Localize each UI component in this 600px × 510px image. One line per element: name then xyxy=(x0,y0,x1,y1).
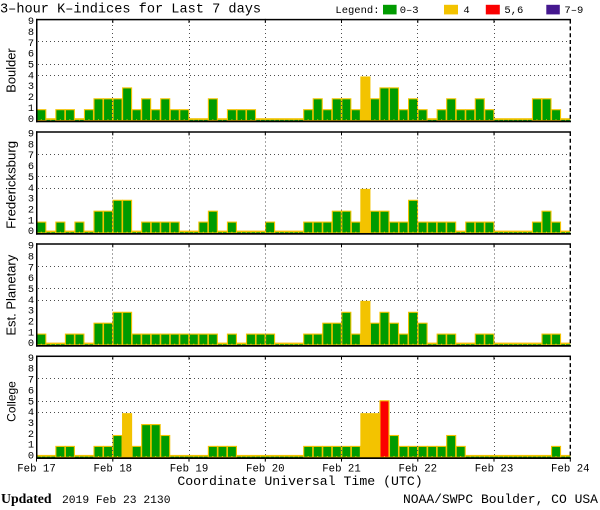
svg-text:4: 4 xyxy=(28,407,34,419)
svg-text:9: 9 xyxy=(28,241,34,253)
svg-text:3: 3 xyxy=(28,194,34,206)
svg-text:8: 8 xyxy=(28,364,34,376)
svg-text:Feb 20: Feb 20 xyxy=(246,464,284,476)
svg-text:6: 6 xyxy=(28,161,34,173)
svg-text:7: 7 xyxy=(28,150,34,162)
svg-text:2: 2 xyxy=(28,92,34,104)
svg-text:1: 1 xyxy=(28,215,34,227)
svg-text:7: 7 xyxy=(28,375,34,387)
svg-text:4: 4 xyxy=(463,5,469,17)
svg-text:4: 4 xyxy=(28,70,34,82)
svg-text:Feb 24: Feb 24 xyxy=(551,464,589,476)
svg-text:Coordinate Universal Time (UTC: Coordinate Universal Time (UTC) xyxy=(177,474,422,489)
svg-text:0–3: 0–3 xyxy=(400,5,419,17)
svg-text:Updated: Updated xyxy=(1,491,52,506)
svg-text:Feb 17: Feb 17 xyxy=(17,464,55,476)
svg-text:Feb 22: Feb 22 xyxy=(399,464,437,476)
svg-text:Est. Planetary: Est. Planetary xyxy=(4,254,19,335)
svg-text:5: 5 xyxy=(28,60,34,72)
svg-text:Fredericksburg: Fredericksburg xyxy=(4,141,19,229)
svg-text:6: 6 xyxy=(28,273,34,285)
svg-text:5: 5 xyxy=(28,396,34,408)
svg-text:0: 0 xyxy=(28,338,34,350)
svg-text:0: 0 xyxy=(28,451,34,463)
svg-text:Legend:: Legend: xyxy=(335,5,379,17)
svg-text:9: 9 xyxy=(28,353,34,365)
svg-text:7–9: 7–9 xyxy=(564,5,583,17)
svg-text:5: 5 xyxy=(28,284,34,296)
svg-text:NOAA/SWPC Boulder, CO USA: NOAA/SWPC Boulder, CO USA xyxy=(403,492,598,507)
svg-text:6: 6 xyxy=(28,385,34,397)
svg-text:5: 5 xyxy=(28,172,34,184)
svg-text:2: 2 xyxy=(28,205,34,217)
svg-text:4: 4 xyxy=(28,295,34,307)
svg-text:3: 3 xyxy=(28,81,34,93)
svg-text:3: 3 xyxy=(28,418,34,430)
svg-text:Feb 23: Feb 23 xyxy=(475,464,513,476)
svg-text:2: 2 xyxy=(28,317,34,329)
svg-text:Feb 21: Feb 21 xyxy=(322,464,360,476)
svg-text:1: 1 xyxy=(28,440,34,452)
svg-text:8: 8 xyxy=(28,251,34,263)
svg-text:7: 7 xyxy=(28,262,34,274)
svg-text:9: 9 xyxy=(28,16,34,28)
svg-text:Feb 18: Feb 18 xyxy=(94,464,132,476)
svg-text:Boulder: Boulder xyxy=(4,48,19,93)
svg-text:8: 8 xyxy=(28,27,34,39)
svg-text:1: 1 xyxy=(28,103,34,115)
svg-text:Feb 19: Feb 19 xyxy=(170,464,208,476)
svg-text:College: College xyxy=(5,381,19,422)
svg-text:4: 4 xyxy=(28,183,34,195)
svg-text:3–hour K–indices for Last 7 da: 3–hour K–indices for Last 7 days xyxy=(0,2,261,17)
svg-text:3: 3 xyxy=(28,306,34,318)
svg-text:9: 9 xyxy=(28,129,34,141)
svg-text:1: 1 xyxy=(28,327,34,339)
svg-text:5,6: 5,6 xyxy=(504,5,523,17)
svg-text:6: 6 xyxy=(28,49,34,61)
svg-text:7: 7 xyxy=(28,38,34,50)
svg-text:0: 0 xyxy=(28,114,34,126)
svg-text:0: 0 xyxy=(28,226,34,238)
svg-text:8: 8 xyxy=(28,139,34,151)
svg-text:2: 2 xyxy=(28,429,34,441)
svg-text:2019 Feb 23 2130: 2019 Feb 23 2130 xyxy=(62,495,171,507)
